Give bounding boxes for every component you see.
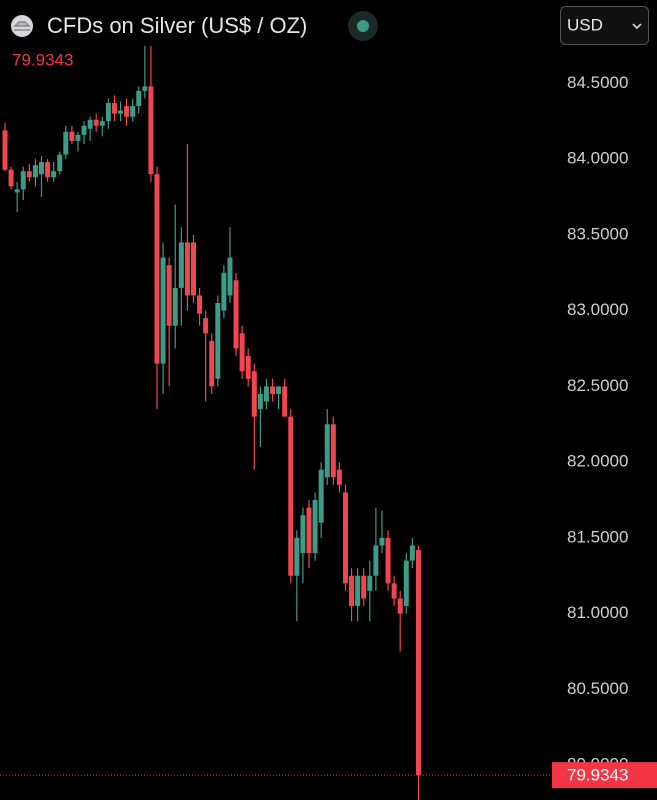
candle-body <box>57 154 63 172</box>
candle-body <box>118 110 124 114</box>
candle-body <box>294 537 300 576</box>
candle-body <box>14 189 20 193</box>
symbol-title[interactable]: CFDs on Silver (US$ / OZ) <box>47 13 307 38</box>
currency-label[interactable]: USD <box>567 15 603 34</box>
candle-body <box>221 272 227 311</box>
candle-body <box>124 106 130 117</box>
candle-body <box>63 131 69 155</box>
candle-body <box>178 242 184 288</box>
candle-body <box>300 515 306 554</box>
header-bg <box>0 0 550 46</box>
candle-body <box>142 86 148 91</box>
candle-body <box>45 162 51 178</box>
candle-body <box>69 131 75 141</box>
candle-body <box>99 121 105 126</box>
candle-body <box>136 90 142 107</box>
candle-body <box>373 545 379 576</box>
candle-body <box>26 171 32 178</box>
candle-body <box>154 174 160 364</box>
candle-body <box>32 165 38 178</box>
candle-body <box>38 162 44 175</box>
candle-body <box>160 257 166 364</box>
candle-body <box>385 537 391 584</box>
candle-body <box>209 340 215 387</box>
candle-body <box>391 583 397 599</box>
last-price-box <box>552 762 657 789</box>
candle-body <box>379 537 385 546</box>
candle-body <box>336 469 342 485</box>
candle-body <box>288 416 294 576</box>
y-tick-label: 82.5000 <box>567 376 628 395</box>
candle-body <box>190 242 196 296</box>
candle-body <box>263 386 269 402</box>
overlay: 79.9343 <box>0 762 657 789</box>
candle-body <box>81 125 87 135</box>
y-tick-label: 81.0000 <box>567 603 628 622</box>
y-tick-label: 83.0000 <box>567 300 628 319</box>
candle-body <box>415 550 421 776</box>
candle-body <box>203 318 209 334</box>
candle-body <box>20 171 26 190</box>
candle-body <box>349 575 355 607</box>
candle-body <box>8 169 14 187</box>
candle-body <box>111 103 117 114</box>
candle-body <box>233 280 239 349</box>
last-price-text: 79.9343 <box>12 50 73 69</box>
candle-body <box>2 130 8 170</box>
candle-body <box>257 393 263 410</box>
candle-body <box>184 242 190 296</box>
y-tick-label: 80.5000 <box>567 679 628 698</box>
candle-body <box>306 507 312 554</box>
candle-body <box>312 500 318 554</box>
candle-body <box>197 295 203 314</box>
y-tick-label: 83.5000 <box>567 224 628 243</box>
candle-body <box>75 134 81 141</box>
candle-body <box>367 575 373 591</box>
candle-body <box>251 371 257 417</box>
candle-body <box>239 333 245 372</box>
candle-body <box>93 119 99 126</box>
candle-body <box>282 386 288 417</box>
candle-body <box>227 257 233 296</box>
candle-body <box>148 86 154 175</box>
plot <box>2 7 421 800</box>
candle-body <box>130 106 136 117</box>
y-tick-label: 81.5000 <box>567 527 628 546</box>
candle-body <box>166 265 172 326</box>
candle-body <box>355 575 361 607</box>
candle-body <box>172 287 178 326</box>
y-tick-label: 84.0000 <box>567 149 628 168</box>
dropdown-arrow[interactable] <box>632 23 642 30</box>
silver-bars-icon <box>13 21 31 31</box>
candle-body <box>409 545 415 561</box>
y-tick-label: 82.0000 <box>567 452 628 471</box>
candle-body <box>270 386 276 394</box>
price-axis: 80.000080.500081.000081.500082.000082.50… <box>567 0 628 774</box>
candle-body <box>318 469 324 523</box>
y-tick-label: 84.5000 <box>567 73 628 92</box>
candle-body <box>361 575 367 599</box>
market-status-dot <box>357 20 369 32</box>
candle-body <box>342 492 348 584</box>
candle-body <box>105 103 111 122</box>
candle-body <box>276 386 282 394</box>
last-price-label: 79.9343 <box>567 766 628 785</box>
candle-body <box>87 119 93 129</box>
candle-body <box>245 356 251 379</box>
candle-body <box>51 171 57 178</box>
candle-body <box>330 424 336 478</box>
candle-body <box>215 303 221 379</box>
candle-body <box>397 598 403 614</box>
candle-body <box>324 424 330 478</box>
currency-select[interactable] <box>560 6 649 45</box>
candle-body <box>403 560 409 607</box>
